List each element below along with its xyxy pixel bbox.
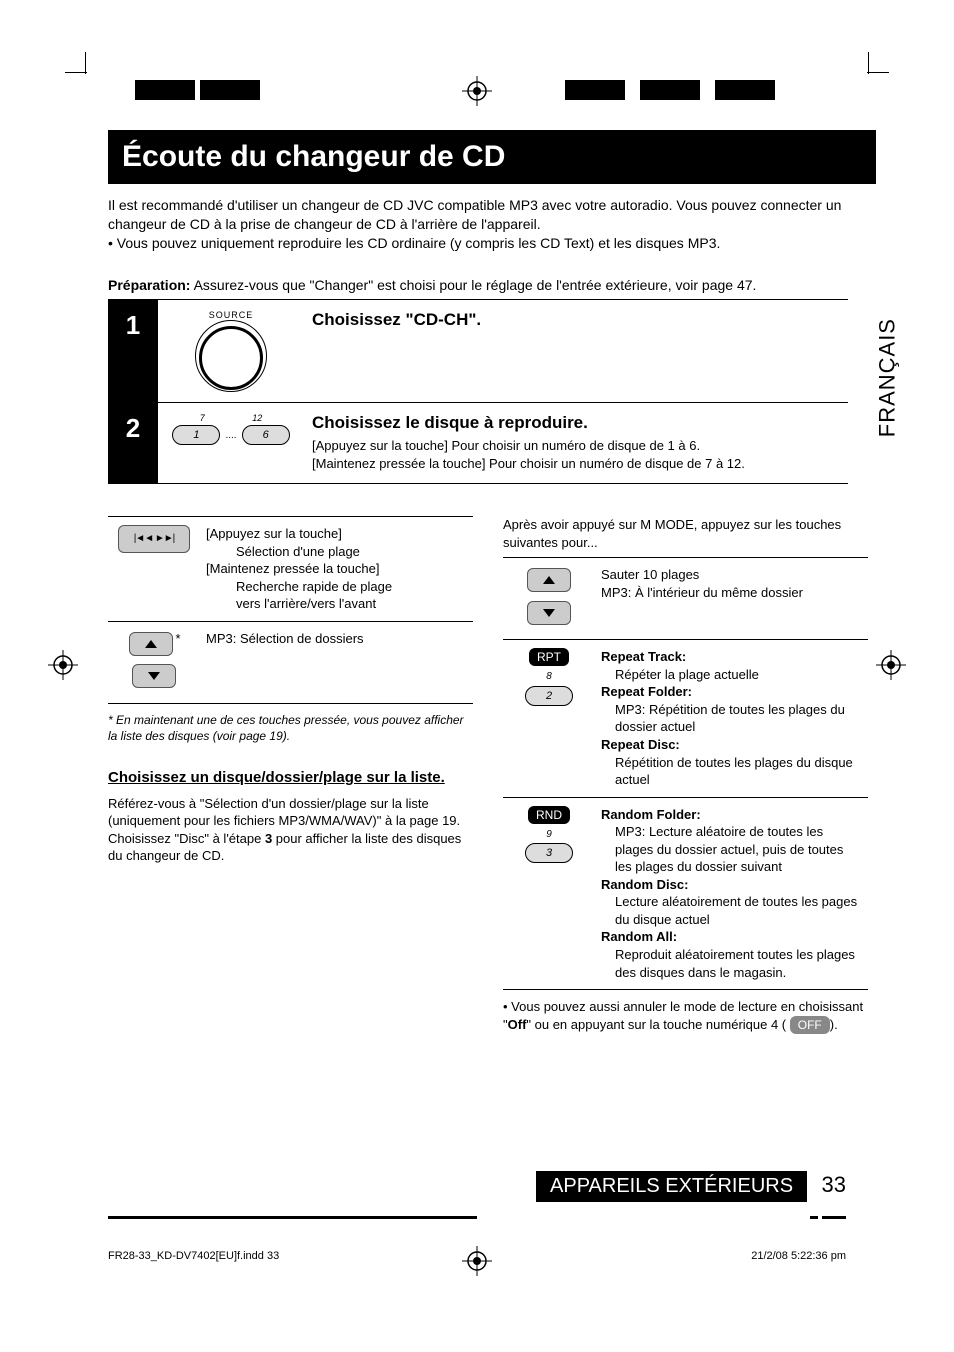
step-body: Choisissez le disque à reproduire. [Appu…	[304, 402, 848, 483]
registration-target-icon	[462, 76, 492, 106]
rnd-pill: RND	[528, 806, 570, 824]
right-intro: Après avoir appuyé sur M MODE, appuyez s…	[503, 516, 868, 551]
rpt-pill: RPT	[529, 648, 569, 666]
updown-icon	[503, 558, 595, 640]
language-tab: FRANÇAIS	[874, 318, 900, 437]
seek-description: [Appuyez sur la touche] Sélection d'une …	[200, 517, 473, 622]
page-title: Écoute du changeur de CD	[108, 130, 876, 184]
step-icon-buttons: 7 12 1 .... 6	[158, 402, 304, 483]
print-footer: FR28-33_KD-DV7402[EU]f.indd 33 21/2/08 5…	[108, 1250, 846, 1262]
right-modes-table: Sauter 10 plages MP3: À l'intérieur du m…	[503, 557, 868, 990]
section-footer: APPAREILS EXTÉRIEURS 33	[536, 1171, 846, 1202]
source-label: SOURCE	[166, 310, 296, 320]
step-number: 2	[108, 402, 158, 483]
footer-rule	[108, 1208, 846, 1212]
repeat-description: Repeat Track: Répéter la plage actuelle …	[595, 640, 868, 797]
button-1-icon: 1	[172, 425, 220, 445]
preparation-label: Préparation:	[108, 277, 190, 293]
page-content: Écoute du changeur de CD Il est recomman…	[50, 40, 904, 1312]
step-line: [Maintenez pressée la touche] Pour chois…	[312, 456, 745, 471]
left-controls-table: |◄◄ ►►| [Appuyez sur la touche] Sélectio…	[108, 516, 473, 704]
skip-description: Sauter 10 plages MP3: À l'intérieur du m…	[595, 558, 868, 640]
rnd-button-icon: RND 9 3	[503, 797, 595, 989]
button-6-icon: 6	[242, 425, 290, 445]
seek-buttons-icon: |◄◄ ►►|	[108, 517, 200, 622]
step-number: 1	[108, 299, 158, 402]
intro-paragraph: Il est recommandé d'utiliser un changeur…	[108, 197, 841, 232]
left-body-1: Référez-vous à "Sélection d'un dossier/p…	[108, 795, 473, 830]
left-column: |◄◄ ►►| [Appuyez sur la touche] Sélectio…	[108, 516, 473, 1034]
step-heading: Choisissez le disque à reproduire.	[312, 413, 840, 433]
right-column: Après avoir appuyé sur M MODE, appuyez s…	[503, 516, 868, 1034]
step-heading: Choisissez "CD-CH".	[312, 310, 840, 330]
off-pill: OFF	[790, 1016, 830, 1034]
intro-bullet: Vous pouvez uniquement reproduire les CD…	[117, 235, 721, 251]
print-footer-left: FR28-33_KD-DV7402[EU]f.indd 33	[108, 1250, 279, 1262]
registration-target-right-icon	[876, 650, 906, 680]
step-line: [Appuyez sur la touche] Pour choisir un …	[312, 438, 700, 453]
updown-buttons-icon: *	[108, 621, 200, 703]
step-icon-source: SOURCE	[158, 299, 304, 402]
page-number: 33	[822, 1172, 846, 1197]
left-body-2: Choisissez "Disc" à l'étape 3 pour affic…	[108, 830, 473, 865]
updown-description: MP3: Sélection de dossiers	[200, 621, 473, 703]
random-description: Random Folder: MP3: Lecture aléatoire de…	[595, 797, 868, 989]
rpt-button-icon: RPT 8 2	[503, 640, 595, 797]
step-body: Choisissez "CD-CH".	[304, 299, 848, 402]
preparation-text: Assurez-vous que "Changer" est choisi po…	[194, 277, 757, 293]
left-footnote: * En maintenant une de ces touches press…	[108, 712, 473, 744]
steps-table: 1 SOURCE Choisissez "CD-CH". 2 7 12 1	[108, 299, 848, 484]
section-label: APPAREILS EXTÉRIEURS	[536, 1171, 807, 1202]
source-knob-icon	[195, 320, 267, 392]
registration-target-left-icon	[48, 650, 78, 680]
right-footer-bullet: • Vous pouvez aussi annuler le mode de l…	[503, 998, 868, 1034]
intro-text: Il est recommandé d'utiliser un changeur…	[108, 196, 848, 253]
left-subhead: Choisissez un disque/dossier/plage sur l…	[108, 768, 473, 788]
print-footer-right: 21/2/08 5:22:36 pm	[751, 1250, 846, 1262]
preparation-line: Préparation: Assurez-vous que "Changer" …	[108, 277, 848, 293]
